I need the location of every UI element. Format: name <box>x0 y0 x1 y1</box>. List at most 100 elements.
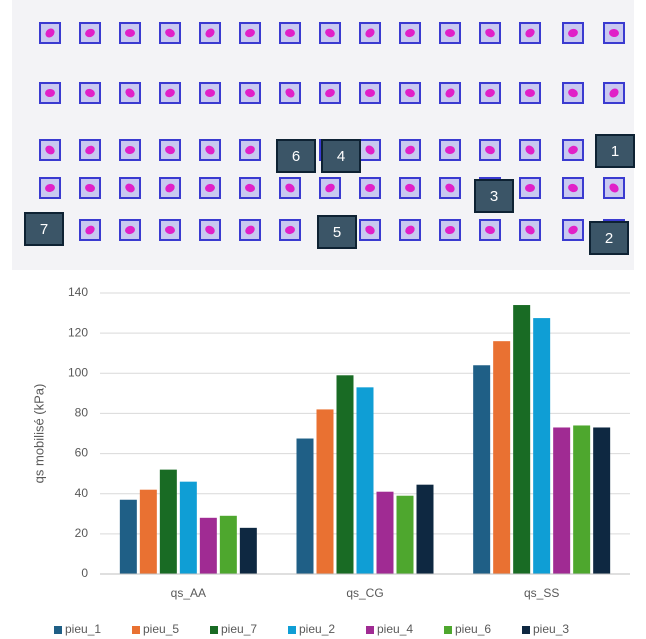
pile-blob <box>405 225 415 235</box>
pile-blob <box>125 88 135 98</box>
pile-blob <box>568 145 578 155</box>
pile-blob <box>568 183 578 193</box>
pile-blob <box>165 28 175 38</box>
pile-label: 5 <box>333 224 341 241</box>
bar <box>493 341 511 574</box>
chart: 0 20 40 60 80 100 120 140 qs mobilisé (kPa) qs_AA… <box>31 285 630 636</box>
bar <box>513 305 531 574</box>
pile-blob <box>485 145 495 155</box>
pile-label-box <box>474 179 514 213</box>
pile-blob <box>568 88 578 98</box>
pile-blob <box>205 183 215 193</box>
pile-blob <box>45 28 55 38</box>
pile-blob <box>245 225 255 235</box>
bar <box>179 481 197 574</box>
pile-blob <box>245 183 255 193</box>
bar <box>376 491 394 574</box>
pile-layout: 1 2 3 4 5 6 7 <box>24 22 635 255</box>
y-tick-label: 120 <box>68 325 88 339</box>
pile-blob <box>125 28 135 38</box>
pile-blob <box>365 225 375 235</box>
pile-blob <box>485 28 495 38</box>
pile-blob <box>525 183 535 193</box>
pile-blob <box>568 225 578 235</box>
bar <box>199 517 217 574</box>
pile-blob <box>285 28 295 38</box>
legend-swatch <box>444 626 452 634</box>
pile-blob <box>445 28 455 38</box>
x-tick-label: qs_SS <box>524 586 559 600</box>
y-tick-label: 20 <box>75 526 89 540</box>
legend-swatch <box>288 626 296 634</box>
bar <box>119 499 137 574</box>
legend-label: pieu_1 <box>65 622 101 636</box>
pile-blob <box>125 225 135 235</box>
pile-label-box <box>276 139 316 173</box>
legend-swatch <box>54 626 62 634</box>
y-tick-label: 60 <box>75 446 89 460</box>
pile-blob <box>445 88 455 98</box>
pile-label-box <box>317 215 357 249</box>
pile-blob <box>525 88 535 98</box>
bar <box>473 365 491 574</box>
pile-blob <box>205 145 215 155</box>
pile-blob <box>45 88 55 98</box>
y-axis-label: qs mobilisé (kPa) <box>31 384 46 484</box>
pile-blob <box>85 145 95 155</box>
pile-blob <box>365 89 375 97</box>
pile-blob <box>325 183 335 193</box>
bar <box>593 427 611 574</box>
y-tick-label: 100 <box>68 365 88 379</box>
bar <box>573 425 591 574</box>
bar <box>296 438 314 574</box>
pile-label-box <box>589 221 629 255</box>
y-tick-label: 0 <box>81 566 88 580</box>
pile-blob <box>85 88 95 98</box>
pile-blob <box>609 88 619 98</box>
legend-swatch <box>522 626 530 634</box>
pile-blob <box>525 28 535 38</box>
pile-blob <box>365 145 375 155</box>
pile-blob <box>609 183 619 193</box>
pile-blob <box>568 28 578 38</box>
pile-blob <box>85 183 95 193</box>
pile-blob <box>85 28 95 38</box>
pile-blob <box>245 145 255 155</box>
pile-blob <box>245 28 255 38</box>
pile-blob <box>325 88 335 98</box>
pile-blob <box>405 183 415 193</box>
pile-blob <box>445 183 455 193</box>
pile-blob <box>445 225 455 235</box>
pile-blob <box>165 183 175 193</box>
pile-blob <box>285 183 295 193</box>
bar <box>159 469 177 574</box>
pile-blob <box>609 28 619 38</box>
bar <box>553 427 571 574</box>
pile-blob <box>445 145 455 155</box>
bar <box>533 318 551 574</box>
bar <box>396 495 414 574</box>
pile-blob <box>485 88 495 98</box>
legend-label: pieu_6 <box>455 622 491 636</box>
pile-blob <box>365 28 375 38</box>
bar <box>316 409 334 574</box>
pile-blob <box>285 88 295 98</box>
pile-label-box <box>321 139 361 173</box>
bar <box>219 515 237 574</box>
pile-blob <box>285 225 295 235</box>
pile-blob <box>485 225 495 235</box>
pile-blob <box>165 225 175 235</box>
bar <box>139 489 157 574</box>
pile-blob <box>525 145 535 155</box>
pile-label: 4 <box>337 148 345 165</box>
legend-label: pieu_7 <box>221 622 257 636</box>
pile-blob <box>45 145 55 155</box>
bar <box>239 527 257 574</box>
pile-label: 3 <box>490 188 498 205</box>
pile-blob <box>165 88 175 98</box>
pile-blob <box>405 88 415 98</box>
pile-blob <box>45 183 55 193</box>
bar <box>356 387 374 574</box>
pile-blob <box>125 145 135 155</box>
